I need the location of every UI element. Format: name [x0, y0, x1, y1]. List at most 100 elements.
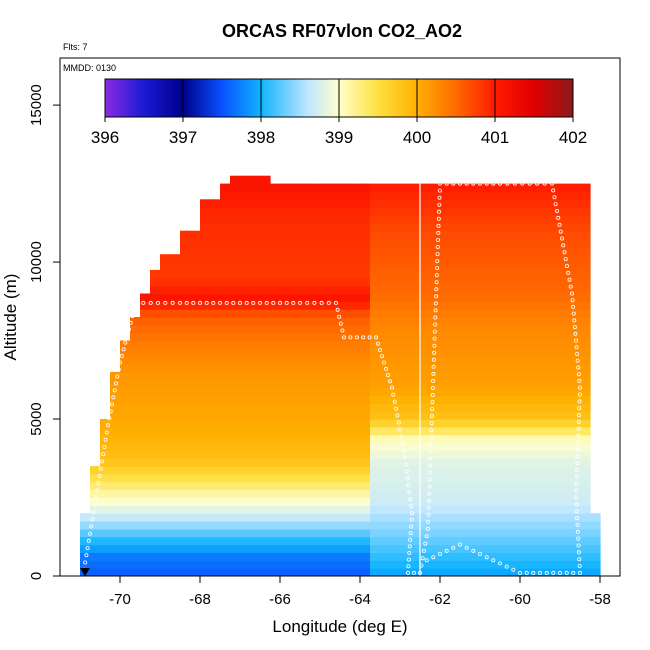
heatmap-cell [320, 521, 331, 530]
heatmap-cell [120, 371, 131, 381]
heatmap-cell [280, 513, 291, 522]
heatmap-cell [400, 207, 411, 216]
heatmap-cell [480, 513, 491, 522]
track-point [133, 300, 138, 305]
heatmap-cell [470, 215, 481, 224]
heatmap-cell [190, 293, 201, 302]
heatmap-cell [340, 568, 351, 576]
heatmap-cell [420, 419, 431, 428]
heatmap-cell [430, 458, 441, 467]
heatmap-cell [460, 450, 471, 459]
heatmap-cell [400, 364, 411, 373]
heatmap-cell [430, 238, 441, 247]
heatmap-cell [190, 411, 201, 420]
heatmap-cell [500, 442, 511, 451]
track-point [436, 216, 441, 221]
heatmap-cell [120, 387, 131, 396]
heatmap-cell [160, 324, 171, 334]
heatmap-cell [210, 458, 221, 467]
heatmap-cell [450, 505, 461, 514]
heatmap-cell [370, 505, 381, 514]
heatmap-cell [220, 215, 231, 224]
heatmap-cell [390, 348, 401, 357]
heatmap-cell [540, 544, 551, 553]
heatmap-cell [430, 560, 441, 569]
heatmap-cell [310, 489, 321, 499]
heatmap-cell [100, 521, 111, 530]
heatmap-cell [530, 434, 541, 444]
heatmap-cell [570, 489, 581, 499]
heatmap-cell [540, 183, 551, 192]
heatmap-cell [100, 458, 111, 467]
heatmap-cell [160, 285, 171, 294]
heatmap-cell [350, 285, 361, 294]
heatmap-cell [330, 340, 341, 349]
heatmap-cell [580, 364, 591, 373]
heatmap-cell [520, 371, 531, 381]
heatmap-cell [420, 317, 431, 326]
heatmap-cell [160, 505, 171, 514]
heatmap-cell [450, 293, 461, 302]
heatmap-cell [270, 544, 281, 553]
heatmap-cell [210, 269, 221, 279]
heatmap-cell [230, 356, 241, 365]
heatmap-cell [410, 269, 421, 279]
heatmap-cell [400, 277, 411, 287]
heatmap-cell [400, 246, 411, 255]
heatmap-cell [170, 552, 181, 561]
heatmap-cell [360, 426, 371, 436]
heatmap-cell [300, 317, 311, 326]
heatmap-cell [130, 474, 141, 483]
track-point [125, 333, 130, 338]
heatmap-cell [170, 324, 181, 334]
heatmap-cell [360, 419, 371, 428]
heatmap-cell [330, 513, 341, 522]
heatmap-cell [310, 411, 321, 420]
heatmap-cell [480, 356, 491, 365]
track-point [464, 545, 469, 550]
heatmap-cell [380, 207, 391, 216]
heatmap-cell [550, 411, 561, 420]
track-point [542, 181, 547, 186]
heatmap-cell [320, 332, 331, 342]
track-point [103, 437, 108, 442]
heatmap-cell [410, 505, 421, 514]
heatmap-cell [120, 348, 131, 357]
heatmap-cell [250, 434, 261, 444]
track-point [429, 421, 434, 426]
heatmap-cell [230, 481, 241, 491]
heatmap-cell [550, 403, 561, 412]
heatmap-cell [80, 560, 91, 569]
heatmap-cell [520, 528, 531, 538]
heatmap-cell [450, 395, 461, 404]
heatmap-cell [290, 426, 301, 436]
heatmap-cell [460, 340, 471, 349]
heatmap-cell [260, 191, 271, 200]
heatmap-cell [80, 528, 91, 538]
heatmap-cell [410, 411, 421, 420]
heatmap-cell [350, 481, 361, 491]
heatmap-cell [320, 285, 331, 294]
heatmap-cell [290, 207, 301, 216]
heatmap-cell [190, 262, 201, 271]
heatmap-cell [510, 309, 521, 318]
heatmap-cell [550, 317, 561, 326]
heatmap-cell [100, 419, 111, 428]
heatmap-cell [510, 254, 521, 263]
track-point [426, 505, 431, 510]
track-point [570, 291, 575, 296]
heatmap-cell [480, 348, 491, 357]
heatmap-cell [180, 521, 191, 530]
heatmap-cell [220, 458, 231, 467]
track-point [432, 343, 437, 348]
heatmap-cell [340, 521, 351, 530]
track-point [550, 181, 555, 186]
heatmap-cell [510, 293, 521, 302]
heatmap-cell [300, 293, 311, 302]
heatmap-cell [290, 466, 301, 475]
track-point [437, 181, 442, 186]
heatmap-cell [310, 544, 321, 553]
track-point [557, 222, 562, 227]
heatmap-cell [540, 442, 551, 451]
heatmap-cell [310, 301, 321, 310]
